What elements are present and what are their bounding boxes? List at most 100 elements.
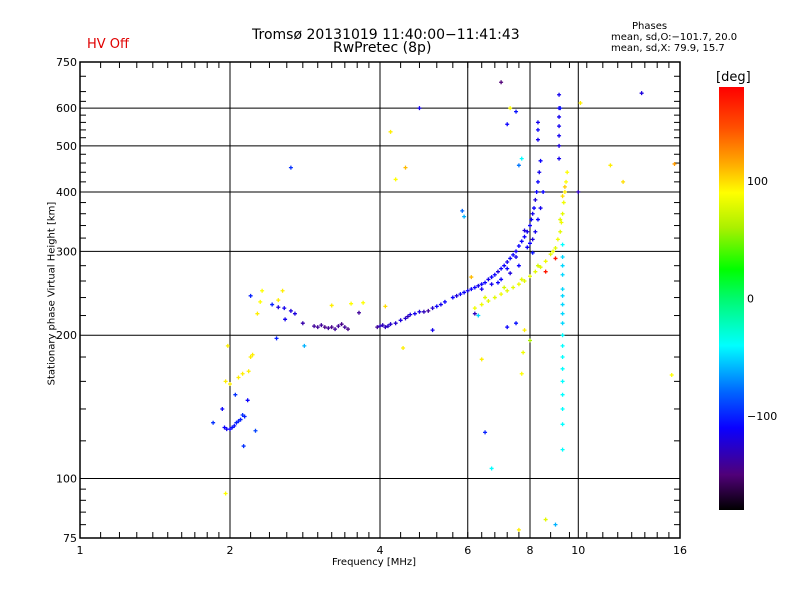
data-point <box>280 288 285 293</box>
data-point <box>270 302 275 307</box>
data-point <box>489 282 494 287</box>
data-point <box>557 124 562 129</box>
data-point <box>535 217 540 222</box>
data-point <box>511 285 516 290</box>
data-point <box>502 285 507 290</box>
data-point <box>383 325 388 330</box>
data-point <box>519 239 524 244</box>
data-point <box>565 170 570 175</box>
data-point <box>560 333 565 338</box>
data-point <box>385 324 390 329</box>
data-point <box>505 325 510 330</box>
data-point <box>525 245 530 250</box>
data-point <box>578 101 583 106</box>
data-point <box>236 375 241 380</box>
data-point <box>454 293 459 298</box>
data-point <box>560 343 565 348</box>
data-point <box>380 323 385 328</box>
data-point <box>538 265 543 270</box>
data-point <box>375 325 380 330</box>
data-point <box>426 308 431 313</box>
data-point <box>242 414 247 419</box>
data-point <box>560 366 565 371</box>
y-tick-label: 300 <box>56 245 77 258</box>
data-point <box>530 250 535 255</box>
data-point <box>329 303 334 308</box>
data-point <box>557 143 562 148</box>
data-point <box>489 275 494 280</box>
data-point <box>553 246 558 251</box>
data-point <box>530 211 535 216</box>
phases-title: Phases <box>632 21 668 32</box>
data-point <box>232 423 237 428</box>
data-point <box>442 299 447 304</box>
data-point <box>557 92 562 97</box>
data-point <box>560 355 565 360</box>
data-point <box>356 310 361 315</box>
data-point <box>479 302 484 307</box>
data-point <box>222 425 227 430</box>
plot-frame <box>79 61 681 539</box>
data-point <box>276 298 281 303</box>
colorbar-tick-label: −100 <box>747 410 777 423</box>
data-point <box>560 447 565 452</box>
x-tick-label: 16 <box>673 544 687 557</box>
data-point <box>558 217 563 222</box>
data-point <box>511 252 516 257</box>
data-point <box>469 275 474 280</box>
data-point <box>288 308 293 313</box>
data-point <box>378 324 382 329</box>
data-point <box>508 256 513 261</box>
data-point <box>499 266 504 271</box>
data-point <box>492 295 497 300</box>
data-point <box>240 412 245 417</box>
data-point <box>553 256 558 261</box>
data-point <box>508 271 513 276</box>
data-point <box>560 321 565 326</box>
data-point <box>548 252 553 257</box>
data-point <box>557 156 562 161</box>
data-point <box>361 300 366 305</box>
data-point <box>253 428 258 433</box>
phases-o-stats: mean, sd,O:−101.7, 20.0 <box>611 32 738 43</box>
data-point <box>258 299 263 304</box>
data-point <box>535 137 540 142</box>
data-point <box>528 223 532 228</box>
data-point <box>564 179 569 184</box>
status-label: HV Off <box>87 37 129 52</box>
data-point <box>383 304 388 309</box>
data-point <box>541 189 546 194</box>
data-point <box>516 263 521 268</box>
data-point <box>465 288 470 293</box>
data-point <box>521 350 526 355</box>
data-point <box>621 179 626 184</box>
data-point <box>537 170 542 175</box>
x-tick-label: 8 <box>527 544 534 557</box>
data-point <box>245 398 250 403</box>
data-point <box>483 430 488 435</box>
data-point <box>230 425 235 430</box>
data-point <box>329 325 334 330</box>
data-point <box>528 338 532 343</box>
data-point <box>562 189 567 194</box>
data-point <box>220 406 225 411</box>
data-point <box>486 277 491 282</box>
data-point <box>401 346 406 351</box>
data-point <box>260 288 265 293</box>
data-point <box>234 420 239 425</box>
data-point <box>533 229 538 234</box>
x-tick-label: 6 <box>464 544 471 557</box>
data-point <box>558 106 563 111</box>
data-point <box>522 279 527 284</box>
data-point <box>288 165 293 170</box>
data-point <box>576 189 581 194</box>
data-point <box>522 234 527 239</box>
data-point <box>336 324 341 329</box>
data-point <box>543 259 548 264</box>
y-tick-label: 400 <box>56 186 77 199</box>
data-point <box>519 277 524 282</box>
data-point <box>560 311 565 316</box>
x-tick-label: 4 <box>377 544 384 557</box>
data-point <box>434 304 439 309</box>
data-point <box>430 328 435 333</box>
